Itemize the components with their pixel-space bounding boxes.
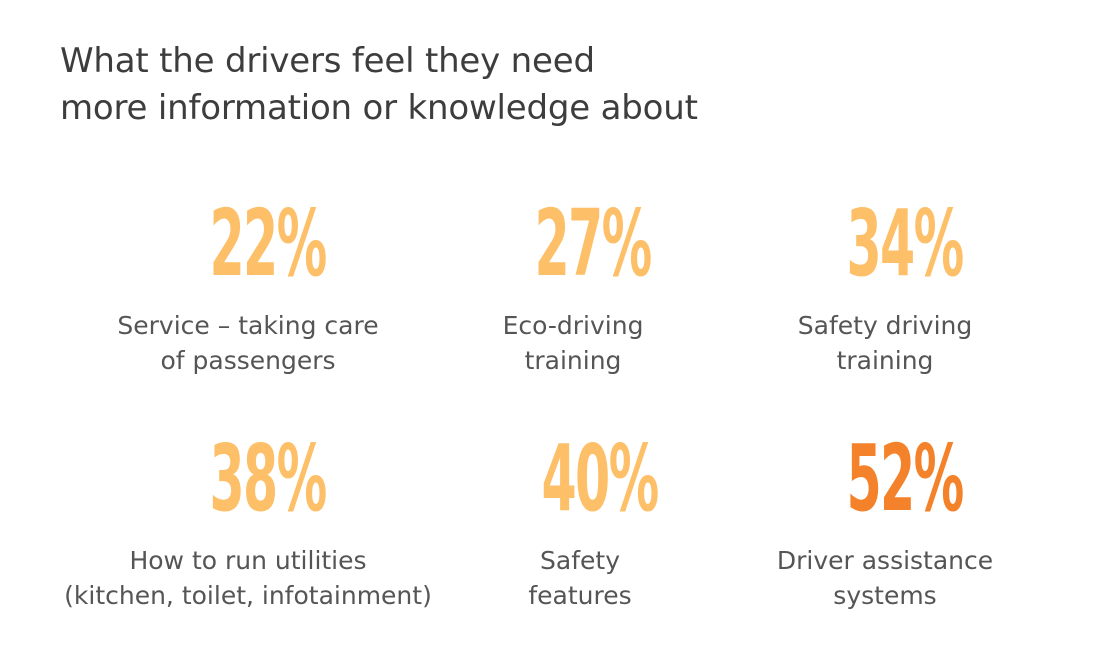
page-title: What the drivers feel they need more inf… [60, 38, 698, 132]
stat-driver-assistance: 52% Driver assistance systems [685, 431, 1085, 613]
stat-safety-driving: 34% Safety driving training [685, 196, 1085, 378]
stat-percentage: 22% [209, 190, 328, 297]
stat-percentage: 38% [209, 425, 328, 532]
title-line-2: more information or knowledge about [60, 88, 698, 128]
stat-utilities: 38% How to run utilities (kitchen, toile… [48, 431, 448, 613]
stat-eco-driving: 27% Eco-driving training [373, 196, 773, 378]
title-line-1: What the drivers feel they need [60, 41, 595, 81]
stat-label: How to run utilities (kitchen, toilet, i… [64, 546, 432, 610]
stat-label: Safety driving training [797, 311, 973, 375]
stat-service: 22% Service – taking care of passengers [48, 196, 448, 378]
stat-percentage: 52% [846, 425, 965, 532]
stat-percentage: 40% [541, 425, 660, 532]
stat-label: Driver assistance systems [776, 546, 994, 610]
stat-label: Safety features [528, 546, 632, 610]
stat-percentage: 27% [534, 190, 653, 297]
stat-safety-features: 40% Safety features [380, 431, 780, 613]
stat-percentage: 34% [846, 190, 965, 297]
stat-label: Eco-driving training [502, 311, 644, 375]
stat-label: Service – taking care of passengers [117, 311, 379, 375]
